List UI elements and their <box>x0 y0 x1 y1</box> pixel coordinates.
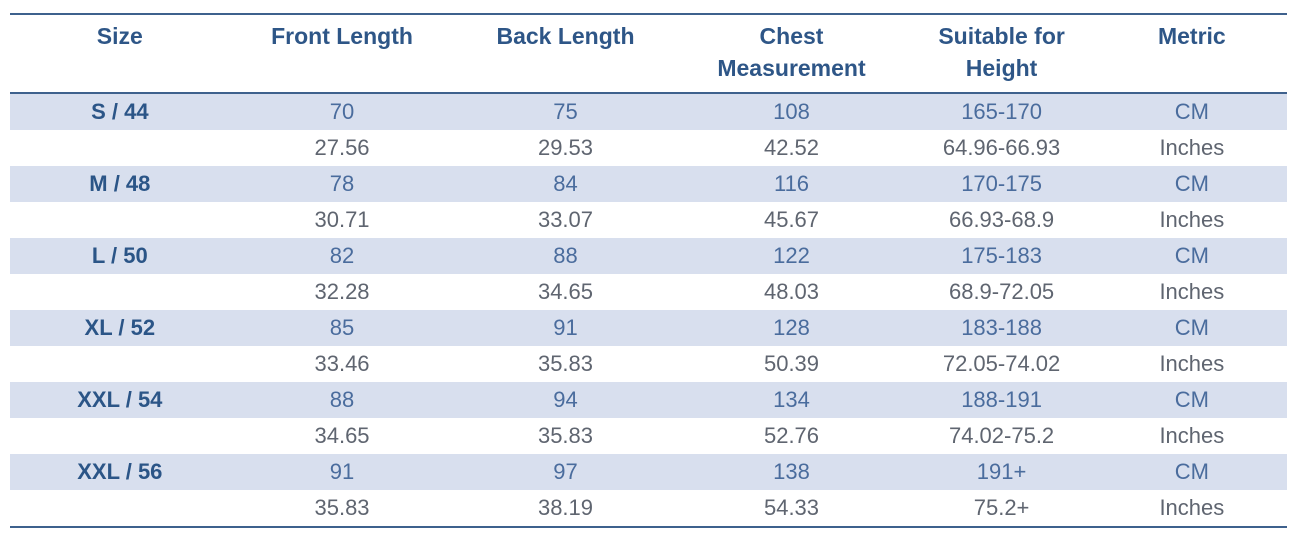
cell-chest: 116 <box>773 171 810 196</box>
cell-height: 64.96-66.93 <box>942 135 1061 160</box>
cell-height: 183-188 <box>961 315 1042 340</box>
cell-chest: 134 <box>773 387 810 412</box>
cell-front-length: 88 <box>329 387 355 412</box>
cell-front-length: 85 <box>329 315 355 340</box>
cell-front-length: 35.83 <box>314 495 370 520</box>
cell-height: 68.9-72.05 <box>948 279 1055 304</box>
cell-front-length: 91 <box>329 459 355 484</box>
cell-metric: CM <box>1174 243 1209 268</box>
cell-chest: 42.52 <box>763 135 820 160</box>
cell-size <box>10 274 230 310</box>
cell-metric: Inches <box>1159 279 1225 304</box>
cell-size: XXL / 56 <box>77 459 163 484</box>
cell-size: XL / 52 <box>84 315 156 340</box>
cell-metric: Inches <box>1159 135 1225 160</box>
cell-front-length: 78 <box>329 171 355 196</box>
cell-front-length: 82 <box>329 243 355 268</box>
table-body: S / 44 70 75 108 165-170 CM 27.56 29.53 … <box>10 93 1287 527</box>
cell-metric: CM <box>1174 171 1209 196</box>
header-row: Size Front Length Back Length Chest Meas… <box>10 14 1287 94</box>
cell-metric: CM <box>1174 387 1209 412</box>
cell-height: 72.05-74.02 <box>942 351 1061 376</box>
cell-back-length: 29.53 <box>537 135 594 160</box>
cell-metric: CM <box>1174 99 1209 124</box>
cell-chest: 52.76 <box>763 423 820 448</box>
cell-chest: 48.03 <box>763 279 820 304</box>
cell-chest: 54.33 <box>763 495 820 520</box>
cell-back-length: 34.65 <box>537 279 594 304</box>
cell-front-length: 34.65 <box>314 423 370 448</box>
table-row: 35.83 38.19 54.33 75.2+ Inches <box>10 490 1287 527</box>
table-row: 27.56 29.53 42.52 64.96-66.93 Inches <box>10 130 1287 166</box>
table-row: XL / 52 85 91 128 183-188 CM <box>10 310 1287 346</box>
cell-size <box>10 418 230 454</box>
table-row: M / 48 78 84 116 170-175 CM <box>10 166 1287 202</box>
header-back-length: Back Length <box>454 14 677 94</box>
cell-back-length: 97 <box>553 459 578 484</box>
cell-back-length: 88 <box>553 243 578 268</box>
table-row: XXL / 54 88 94 134 188-191 CM <box>10 382 1287 418</box>
cell-metric: CM <box>1174 459 1209 484</box>
cell-height: 165-170 <box>961 99 1042 124</box>
cell-metric: Inches <box>1159 351 1225 376</box>
cell-back-length: 75 <box>553 99 578 124</box>
table-header: Size Front Length Back Length Chest Meas… <box>10 14 1287 94</box>
cell-height: 74.02-75.2 <box>948 423 1055 448</box>
cell-back-length: 94 <box>553 387 578 412</box>
cell-chest: 45.67 <box>763 207 820 232</box>
cell-metric: Inches <box>1159 495 1225 520</box>
cell-metric: Inches <box>1159 207 1225 232</box>
header-chest-measurement: Chest Measurement <box>676 14 907 94</box>
cell-front-length: 27.56 <box>314 135 370 160</box>
cell-size: XXL / 54 <box>77 387 163 412</box>
cell-front-length: 30.71 <box>314 207 370 232</box>
cell-chest: 50.39 <box>763 351 820 376</box>
cell-size <box>10 130 230 166</box>
cell-back-length: 84 <box>553 171 578 196</box>
cell-size: L / 50 <box>91 243 148 268</box>
cell-size <box>10 490 230 527</box>
table-row: 32.28 34.65 48.03 68.9-72.05 Inches <box>10 274 1287 310</box>
cell-metric: Inches <box>1159 423 1225 448</box>
cell-back-length: 91 <box>553 315 578 340</box>
table-row: 34.65 35.83 52.76 74.02-75.2 Inches <box>10 418 1287 454</box>
cell-back-length: 33.07 <box>537 207 594 232</box>
cell-front-length: 70 <box>329 99 355 124</box>
cell-back-length: 38.19 <box>537 495 594 520</box>
cell-metric: CM <box>1174 315 1209 340</box>
header-metric: Metric <box>1096 14 1287 94</box>
cell-chest: 138 <box>773 459 810 484</box>
table-row: 30.71 33.07 45.67 66.93-68.9 Inches <box>10 202 1287 238</box>
cell-front-length: 33.46 <box>314 351 370 376</box>
cell-height: 75.2+ <box>973 495 1030 520</box>
cell-chest: 108 <box>773 99 810 124</box>
cell-height: 191+ <box>976 459 1027 484</box>
header-suitable-for-height: Suitable for Height <box>906 14 1097 94</box>
cell-front-length: 32.28 <box>314 279 370 304</box>
cell-chest: 128 <box>773 315 810 340</box>
cell-size <box>10 346 230 382</box>
table-row: 33.46 35.83 50.39 72.05-74.02 Inches <box>10 346 1287 382</box>
size-chart-table: Size Front Length Back Length Chest Meas… <box>10 13 1287 528</box>
cell-height: 188-191 <box>961 387 1042 412</box>
table-row: L / 50 82 88 122 175-183 CM <box>10 238 1287 274</box>
cell-height: 170-175 <box>961 171 1042 196</box>
cell-height: 175-183 <box>961 243 1042 268</box>
header-size: Size <box>10 14 230 94</box>
cell-size: S / 44 <box>91 99 149 124</box>
table-row: XXL / 56 91 97 138 191+ CM <box>10 454 1287 490</box>
cell-height: 66.93-68.9 <box>948 207 1055 232</box>
cell-chest: 122 <box>773 243 810 268</box>
cell-size: M / 48 <box>89 171 151 196</box>
table-row: S / 44 70 75 108 165-170 CM <box>10 93 1287 130</box>
cell-back-length: 35.83 <box>537 423 594 448</box>
cell-size <box>10 202 230 238</box>
cell-back-length: 35.83 <box>537 351 594 376</box>
header-front-length: Front Length <box>229 14 455 94</box>
